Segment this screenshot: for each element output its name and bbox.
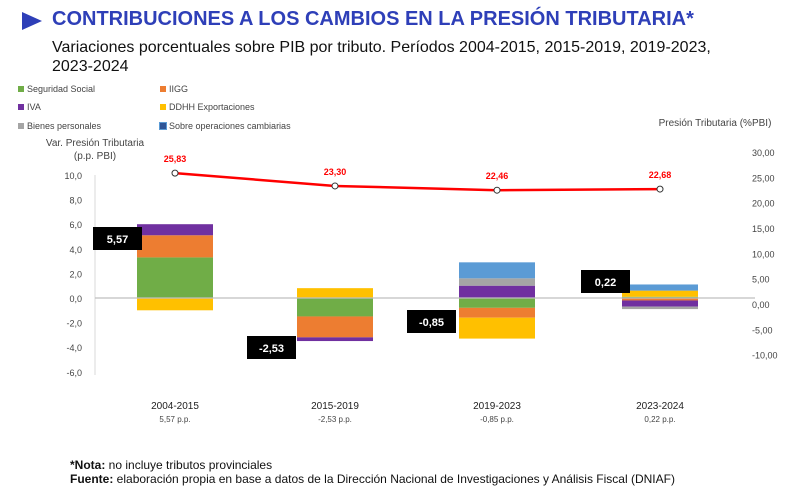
y2-tick-label: 20,00 — [752, 199, 775, 209]
legend-item: Bienes personales — [18, 121, 101, 131]
bar-segment-iigg — [297, 316, 373, 338]
y-tick-label: -6,0 — [66, 368, 82, 378]
bar-segment-iva — [459, 285, 535, 298]
bar-segment-ddhh-exportaciones — [622, 290, 698, 297]
category-sublabel: 0,22 p.p. — [644, 415, 675, 424]
total-label-box — [407, 310, 456, 333]
legend-item: DDHH Exportaciones — [160, 102, 255, 112]
y-tick-label: 2,0 — [69, 269, 82, 279]
y2-tick-label: -10,00 — [752, 351, 778, 361]
bar-segment-iva — [622, 300, 698, 307]
legend-item: Seguridad Social — [18, 84, 95, 94]
total-label: -0,85 — [419, 317, 444, 329]
y-tick-label: -2,0 — [66, 319, 82, 329]
bar-segment-bienes-personales — [622, 306, 698, 310]
y2-tick-label: 5,00 — [752, 275, 770, 285]
tax-pressure-point — [331, 182, 339, 190]
bar-segment-iigg — [459, 307, 535, 318]
category-label: 2023-2024 — [636, 401, 684, 412]
y-tick-label: 6,0 — [69, 220, 82, 230]
bar-segment-iva — [137, 224, 213, 236]
y-tick-label: 8,0 — [69, 196, 82, 206]
category-sublabel: -2,53 p.p. — [318, 415, 352, 424]
legend-item: IVA — [18, 102, 41, 112]
y-axis-label-2: (p.p. PBI) — [74, 151, 116, 162]
category-label: 2015-2019 — [311, 401, 359, 412]
y2-tick-label: 0,00 — [752, 300, 770, 310]
bar-segment-ddhh-exportaciones — [297, 288, 373, 298]
bar-segment-iva — [297, 337, 373, 342]
legend-item: IIGG — [160, 84, 188, 94]
tax-pressure-point — [493, 186, 501, 194]
bar-segment-sobre-operaciones-cambiarias — [459, 262, 535, 279]
bar-segment-seguridad-social — [622, 296, 698, 298]
total-label-box — [93, 227, 142, 250]
category-label: 2004-2015 — [151, 401, 199, 412]
bar-segment-ddhh-exportaciones — [459, 317, 535, 339]
y-tick-label: 0,0 — [69, 294, 82, 304]
bar-segment-iigg — [137, 235, 213, 258]
chart-subtitle: Variaciones porcentuales sobre PIB por t… — [52, 39, 711, 75]
category-sublabel: -0,85 p.p. — [480, 415, 514, 424]
y2-tick-label: 15,00 — [752, 224, 775, 234]
tax-pressure-point — [656, 185, 664, 193]
tax-pressure-label: 25,83 — [164, 154, 187, 164]
tax-pressure-line — [174, 171, 661, 192]
footnote-fuente: Fuente: elaboración propia en base a dat… — [70, 472, 675, 486]
title-triangle-icon — [22, 12, 42, 30]
bar-segment-seguridad-social — [297, 298, 373, 317]
y-tick-label: 4,0 — [69, 245, 82, 255]
footnote-nota: *Nota: no incluye tributos provinciales — [70, 458, 273, 472]
category-label: 2019-2023 — [473, 401, 521, 412]
total-label-box — [581, 270, 630, 293]
chart-title: CONTRIBUCIONES A LOS CAMBIOS EN LA PRESI… — [52, 8, 694, 30]
bar-segment-iigg — [622, 298, 698, 301]
y-axis-label-1: Var. Presión Tributaria — [46, 138, 145, 149]
y2-tick-label: 30,00 — [752, 148, 775, 158]
legend-item: Sobre operaciones cambiarias — [159, 121, 291, 131]
y2-axis-label: Presión Tributaria (%PBI) — [659, 118, 772, 129]
y2-tick-label: -5,00 — [752, 325, 773, 335]
total-label: 0,22 — [595, 277, 616, 289]
category-sublabel: 5,57 p.p. — [159, 415, 190, 424]
bar-segment-ddhh-exportaciones — [137, 298, 213, 311]
y-tick-label: -4,0 — [66, 343, 82, 353]
bar-segment-sobre-operaciones-cambiarias — [622, 284, 698, 291]
y2-tick-label: 10,00 — [752, 249, 775, 259]
bar-segment-bienes-personales — [459, 278, 535, 286]
y2-tick-label: 25,00 — [752, 173, 775, 183]
tax-pressure-label: 22,46 — [486, 171, 509, 181]
tax-pressure-point — [171, 169, 179, 177]
y-tick-label: 10,0 — [64, 171, 82, 181]
tax-pressure-label: 23,30 — [324, 167, 347, 177]
bar-segment-seguridad-social — [459, 298, 535, 308]
tax-pressure-label: 22,68 — [649, 170, 672, 180]
total-label: -2,53 — [259, 343, 284, 355]
bar-segment-seguridad-social — [137, 257, 213, 298]
total-label-box — [247, 336, 296, 359]
total-label: 5,57 — [107, 234, 128, 246]
